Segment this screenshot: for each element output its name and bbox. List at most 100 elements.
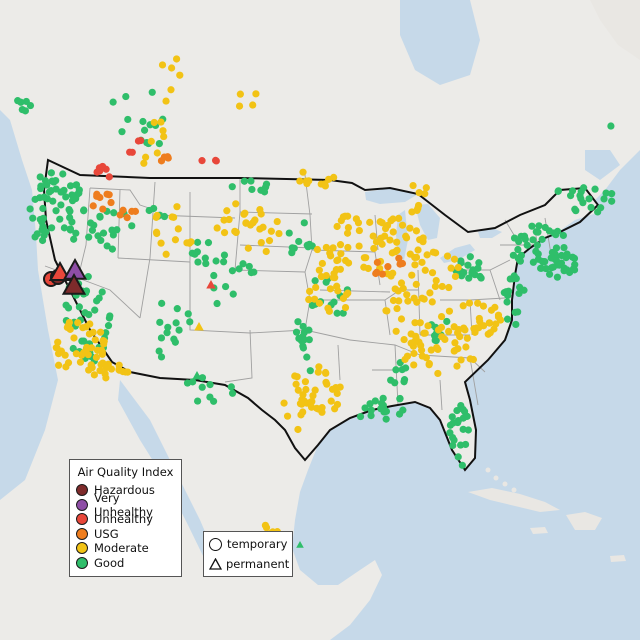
station-marker (159, 127, 167, 135)
station-marker (292, 380, 300, 388)
legend-item-permanent: permanent (209, 556, 292, 572)
station-marker (38, 218, 46, 226)
station-marker (394, 287, 402, 295)
station-marker (124, 368, 132, 376)
station-marker (321, 180, 329, 188)
legend-item-usg: USG (76, 527, 181, 542)
station-marker (445, 327, 453, 335)
good-swatch (76, 556, 88, 569)
station-marker (175, 326, 183, 334)
station-marker (381, 224, 390, 233)
station-marker (450, 323, 458, 331)
station-marker (220, 229, 229, 237)
usg-swatch (76, 527, 88, 540)
station-marker (303, 353, 311, 361)
station-marker (580, 184, 588, 192)
station-marker (533, 241, 541, 249)
station-marker (261, 521, 270, 529)
station-marker (367, 411, 375, 420)
station-marker (318, 259, 326, 268)
station-marker (158, 61, 167, 69)
legend-label: Good (94, 555, 125, 570)
station-marker (454, 453, 462, 461)
station-marker (421, 190, 429, 198)
station-marker (608, 197, 616, 205)
station-marker (503, 315, 512, 323)
station-marker (315, 299, 324, 307)
hispaniola (566, 512, 602, 530)
station-marker (128, 207, 136, 215)
station-marker (85, 233, 93, 241)
station-marker (85, 330, 94, 338)
station-type-legend: temporary permanent (203, 531, 293, 577)
station-marker (393, 238, 401, 246)
station-marker (153, 149, 161, 157)
station-marker (228, 389, 237, 397)
station-marker (305, 326, 313, 334)
station-marker (262, 247, 270, 256)
station-marker (84, 273, 92, 281)
station-marker (294, 318, 302, 326)
station-marker (569, 265, 578, 273)
station-marker (82, 346, 90, 354)
station-marker (337, 250, 345, 258)
station-marker (512, 320, 520, 329)
station-marker (459, 405, 467, 414)
station-marker (542, 264, 550, 273)
station-marker (235, 265, 243, 273)
station-marker (395, 254, 403, 262)
station-marker (305, 336, 313, 344)
station-marker (438, 282, 446, 291)
station-marker (460, 324, 468, 332)
station-marker (398, 259, 407, 268)
station-marker (475, 314, 483, 323)
station-marker (153, 211, 161, 220)
legend-label: temporary (227, 537, 288, 551)
station-marker (433, 343, 441, 352)
station-marker (150, 118, 158, 127)
station-marker (155, 347, 163, 355)
station-marker (56, 215, 64, 223)
station-marker (496, 316, 505, 324)
station-marker (47, 169, 55, 177)
station-marker (464, 426, 472, 434)
station-marker (344, 259, 353, 267)
station-marker (465, 299, 474, 307)
station-marker (431, 282, 440, 291)
station-marker (479, 302, 488, 310)
station-marker (110, 209, 118, 217)
monitoring-stations (14, 55, 616, 548)
station-marker (369, 232, 377, 240)
station-marker (100, 337, 108, 345)
station-marker (171, 236, 180, 244)
station-marker (126, 148, 134, 156)
station-marker (417, 341, 425, 350)
station-marker (341, 303, 350, 312)
station-marker (298, 400, 306, 408)
station-marker (331, 405, 339, 413)
station-marker (198, 383, 206, 391)
station-marker (184, 310, 192, 318)
station-marker (107, 198, 115, 207)
station-marker (31, 233, 39, 241)
station-marker (134, 137, 143, 145)
station-marker (241, 209, 249, 217)
station-marker (42, 228, 50, 236)
station-marker (262, 180, 271, 188)
station-marker (202, 259, 210, 268)
station-marker (198, 157, 206, 165)
station-marker (509, 251, 517, 259)
station-marker (333, 256, 341, 265)
station-marker (491, 303, 499, 311)
station-marker (245, 262, 253, 271)
station-marker (323, 380, 331, 388)
station-marker (66, 182, 75, 190)
station-marker (194, 397, 202, 405)
station-marker (26, 205, 34, 213)
station-marker (172, 319, 180, 327)
legend-item-good: Good (76, 556, 181, 571)
station-marker (52, 207, 60, 215)
very-unhealthy-swatch (76, 498, 88, 511)
station-marker (333, 309, 341, 317)
station-marker (560, 244, 568, 252)
